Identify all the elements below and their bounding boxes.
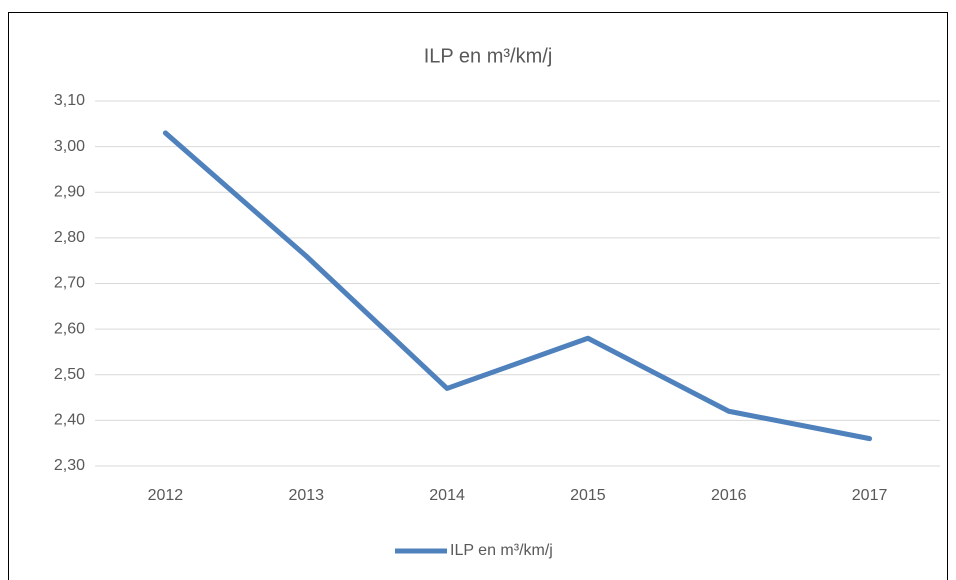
y-tick-label: 2,90: [54, 183, 85, 200]
x-tick-label: 2012: [148, 487, 184, 504]
y-tick-label: 3,00: [54, 138, 85, 155]
y-tick-label: 2,80: [54, 229, 85, 246]
chart-frame: [8, 12, 948, 580]
chart-title: ILP en m³/km/j: [424, 45, 553, 67]
legend-label: ILP en m³/km/j: [450, 542, 553, 559]
x-tick-label: 2015: [570, 487, 606, 504]
y-tick-label: 2,70: [54, 275, 85, 292]
y-tick-label: 2,30: [54, 457, 85, 474]
x-tick-label: 2016: [711, 487, 747, 504]
x-tick-label: 2017: [852, 487, 888, 504]
x-tick-label: 2014: [429, 487, 465, 504]
y-tick-label: 2,40: [54, 412, 85, 429]
data-line: [162, 130, 873, 442]
y-tick-label: 3,10: [54, 92, 85, 109]
x-tick-label: 2013: [288, 487, 324, 504]
y-tick-label: 2,60: [54, 320, 85, 337]
y-tick-label: 2,50: [54, 366, 85, 383]
